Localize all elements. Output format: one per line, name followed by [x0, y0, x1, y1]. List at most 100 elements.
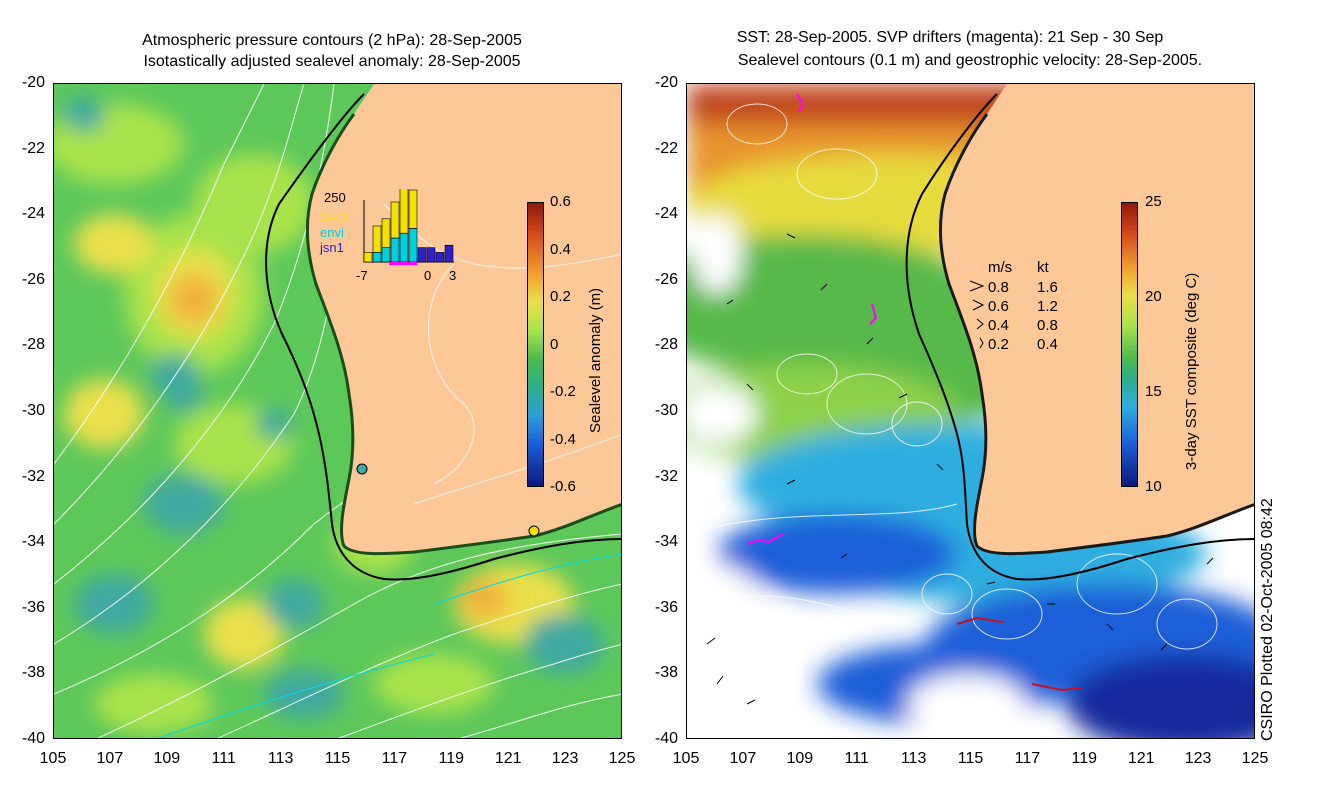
left-title-line2: Isotastically adjusted sealevel anomaly:… [143, 53, 521, 70]
inset-legend-entry: GFO [320, 210, 349, 225]
inset-bar-GFO [381, 218, 391, 248]
y-tick-label: -20 [21, 74, 45, 91]
x-tick-label: 125 [1241, 750, 1269, 767]
x-tick-label: 113 [900, 750, 927, 767]
right-title-line2: Sealevel contours (0.1 m) and geostrophi… [737, 52, 1203, 69]
x-tick-label: 119 [438, 750, 465, 767]
inset-bar-jsn1 [426, 247, 436, 263]
velocity-legend-kt: 0.4 [1037, 336, 1058, 353]
x-tick-label: 113 [267, 750, 294, 767]
y-tick-label: -34 [654, 533, 678, 551]
x-tick-label: 107 [96, 750, 124, 767]
colorbar-tick-label: 10 [1145, 478, 1162, 495]
colorbar-tick-label: 20 [1145, 288, 1162, 305]
y-tick-label: -30 [21, 402, 45, 419]
x-tick-label: 123 [1184, 750, 1212, 767]
inset-legend-entry: envi [320, 225, 344, 240]
y-tick-label: -22 [21, 139, 45, 157]
land-mass [940, 84, 1254, 554]
inset-bar-jsn1 [417, 247, 427, 263]
y-tick-label: -38 [21, 664, 45, 682]
inset-bar-GFO [399, 189, 409, 234]
inset-bar-envi [408, 228, 418, 263]
colorbar-tick-label: 0 [550, 335, 559, 353]
colorbar-tick-label: -0.2 [550, 383, 576, 400]
velocity-legend-header-kt: kt [1037, 259, 1049, 276]
inset-bar-jsn1 [435, 252, 445, 263]
inset-histogram: 250 GFO envi jsn1 -7 0 3 [316, 189, 466, 289]
x-tick-label: 115 [324, 750, 351, 767]
inset-bar-envi [399, 232, 409, 263]
velocity-legend-kt: 1.6 [1037, 279, 1058, 296]
x-tick-label: 111 [211, 750, 236, 767]
red-tracks [956, 616, 1083, 692]
inset-xtick-label: 0 [424, 268, 432, 283]
x-tick-label: 115 [957, 750, 984, 767]
y-tick-label: -28 [654, 336, 678, 354]
velocity-legend-kt: 1.2 [1037, 298, 1058, 315]
y-tick-label: -38 [654, 664, 678, 682]
y-tick-label: -40 [21, 730, 45, 747]
inset-xtick-label: -7 [356, 268, 368, 283]
x-tick-label: 117 [381, 750, 408, 767]
x-tick-label: 107 [729, 750, 757, 767]
sst-map [687, 84, 1254, 738]
y-tick-label: -32 [654, 467, 678, 485]
y-tick-label: -34 [21, 533, 45, 551]
inset-bar-GFO [390, 201, 400, 239]
velocity-legend-ms: 0.4 [988, 317, 1009, 334]
pressure-contours [54, 84, 621, 738]
velocity-legend-kt: 0.8 [1037, 317, 1058, 334]
inset-ymax: 250 [324, 190, 346, 205]
shelf-edge-contour [265, 93, 621, 581]
velocity-legend-ms: 0.2 [988, 336, 1009, 353]
velocity-arrow-icon [979, 335, 985, 351]
sst-colorbar [1121, 202, 1138, 487]
inset-bar-GFO [408, 189, 418, 229]
y-tick-label: -20 [654, 74, 678, 91]
y-tick-label: -36 [654, 598, 678, 616]
inset-bar-jsn1 [444, 244, 454, 263]
plot-credit: CSIRO Plotted 02-Oct-2005 08:42 [1259, 498, 1276, 741]
y-tick-label: -30 [654, 402, 678, 419]
x-tick-label: 105 [39, 750, 67, 767]
y-tick-label: -24 [21, 205, 45, 223]
x-tick-label: 121 [1127, 750, 1155, 767]
inset-legend-entry: jsn1 [320, 240, 344, 255]
velocity-arrow-icon [972, 297, 985, 313]
y-tick-label: -26 [654, 270, 678, 288]
geostrophic-velocity-vectors [706, 233, 1214, 705]
colorbar-tick-label: 0.4 [550, 240, 571, 258]
inset-xtick-label: 3 [449, 268, 457, 283]
svp-drifter-tracks [746, 93, 878, 545]
x-tick-label: 125 [608, 750, 636, 767]
colorbar-tick-label: 15 [1145, 383, 1162, 400]
coastline [305, 113, 621, 556]
x-tick-label: 109 [786, 750, 814, 767]
y-tick-label: -24 [654, 205, 678, 223]
colorbar-tick-label: 0.2 [550, 288, 571, 305]
sst-colorbar-label: 3-day SST composite (deg C) [1183, 272, 1200, 470]
colorbar-tick-label: -0.4 [550, 430, 576, 448]
x-tick-label: 119 [1071, 750, 1098, 767]
inset-window-marker [389, 262, 417, 265]
inset-bar-GFO [372, 225, 382, 253]
velocity-arrow-icon [969, 278, 985, 294]
velocity-legend: m/s kt 0.8 1.6 0.6 1.2 0.4 0.8 0.2 0.4 [969, 258, 1093, 358]
velocity-legend-ms: 0.6 [988, 298, 1009, 315]
y-tick-label: -26 [21, 270, 45, 288]
velocity-legend-header-ms: m/s [988, 259, 1013, 276]
x-tick-label: 117 [1014, 750, 1041, 767]
x-tick-label: 109 [153, 750, 181, 767]
velocity-arrow-icon [976, 316, 985, 332]
y-tick-label: -32 [21, 467, 45, 485]
inset-bar-envi [390, 237, 400, 263]
x-tick-label: 121 [494, 750, 522, 767]
y-tick-label: -22 [654, 139, 678, 157]
station-marker-teal [356, 463, 368, 475]
right-map-panel: m/s kt 0.8 1.6 0.6 1.2 0.4 0.8 0.2 0.4 [686, 83, 1255, 739]
colorbar-tick-label: 25 [1145, 193, 1162, 210]
y-tick-label: -36 [21, 598, 45, 616]
y-tick-label: -28 [21, 336, 45, 354]
colorbar-tick-label: -0.6 [550, 478, 576, 495]
